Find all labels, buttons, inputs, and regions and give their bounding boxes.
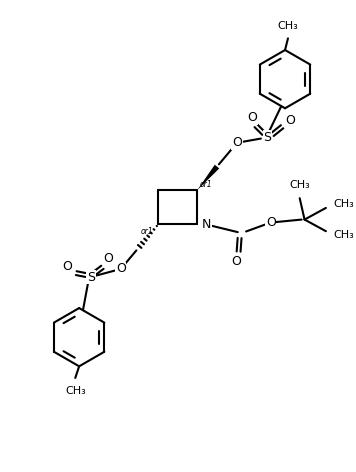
Text: CH₃: CH₃	[334, 199, 355, 209]
Text: O: O	[247, 111, 257, 125]
Polygon shape	[197, 165, 219, 190]
Text: or1: or1	[141, 227, 153, 236]
Text: CH₃: CH₃	[65, 386, 86, 396]
Text: CH₃: CH₃	[334, 230, 355, 240]
Text: O: O	[266, 216, 276, 229]
Text: S: S	[87, 270, 95, 284]
Text: S: S	[263, 131, 272, 144]
Text: O: O	[63, 260, 72, 273]
Text: O: O	[103, 252, 113, 265]
Text: O: O	[116, 262, 126, 276]
Text: O: O	[285, 114, 295, 127]
Text: O: O	[232, 136, 242, 149]
Text: or1: or1	[200, 180, 213, 189]
Text: O: O	[231, 255, 241, 268]
Text: N: N	[202, 218, 211, 231]
Text: CH₃: CH₃	[289, 180, 310, 190]
Text: CH₃: CH₃	[278, 21, 298, 31]
